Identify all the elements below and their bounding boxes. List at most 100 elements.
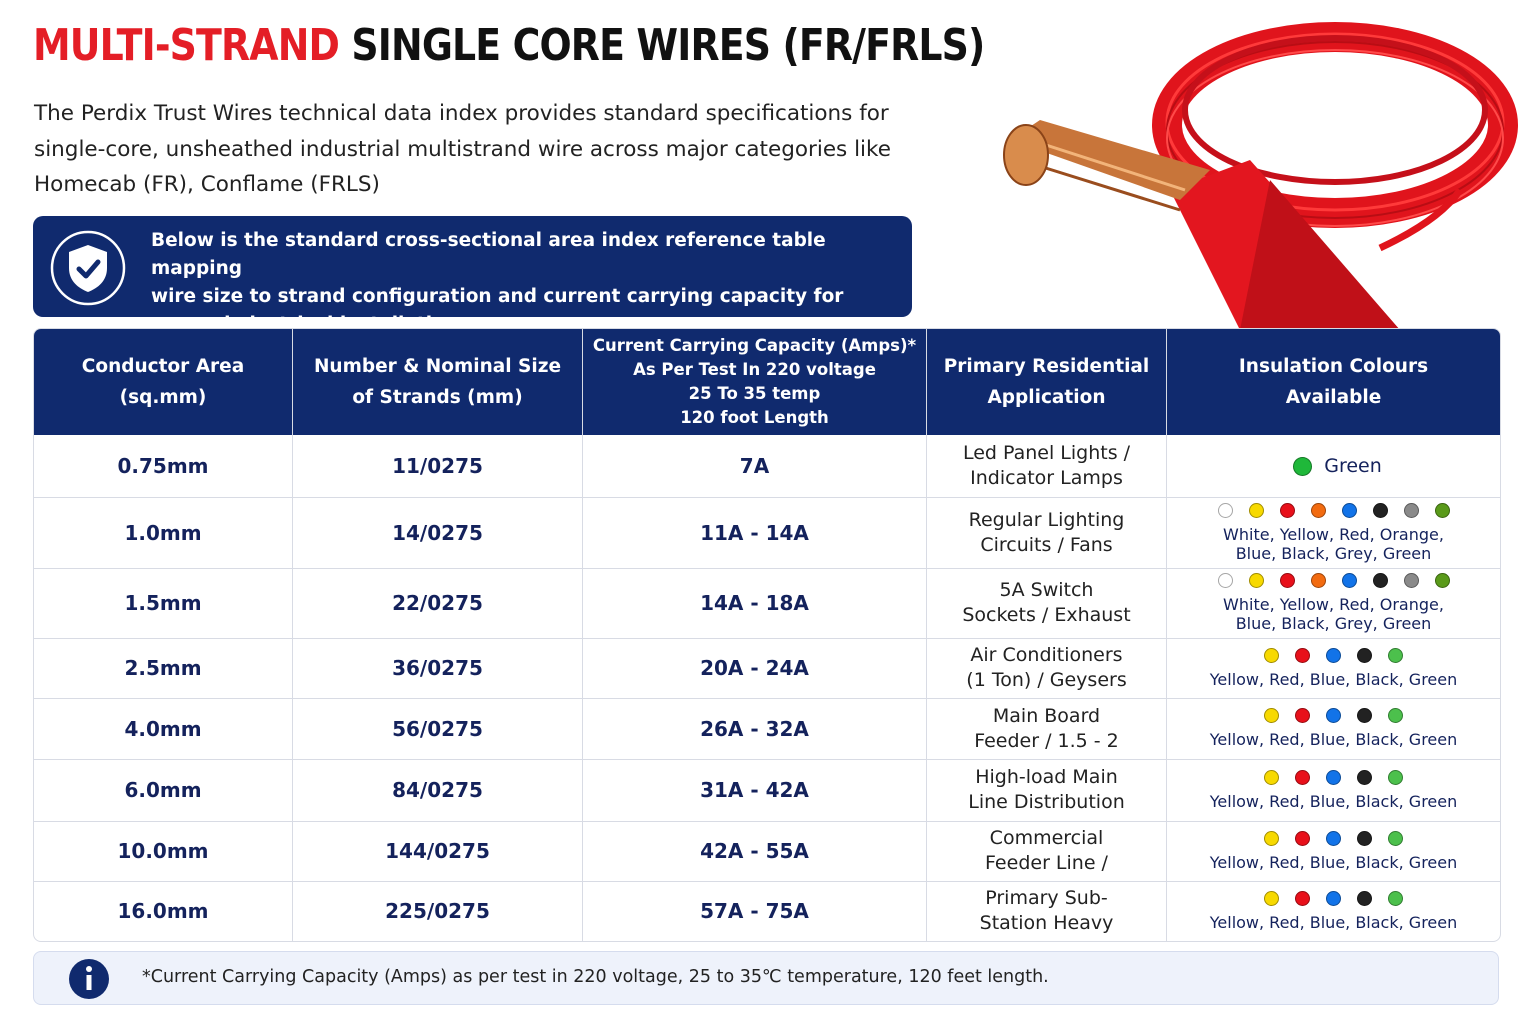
application-line: Air Conditioners — [970, 644, 1123, 666]
application-line: High-load Main — [975, 766, 1118, 788]
cell-current: 57A - 75A — [583, 881, 927, 941]
title: MULTI-STRAND SINGLE CORE WIRES (FR/FRLS) — [33, 20, 985, 71]
colour-line: Green — [1324, 454, 1382, 477]
cell-colours: Yellow, Red, Blue, Black, Green — [1167, 698, 1500, 759]
area: 16.0mm — [117, 899, 209, 923]
footnote: *Current Carrying Capacity (Amps) as per… — [142, 967, 1049, 987]
colour-swatch — [1388, 830, 1403, 846]
current: 26A - 32A — [700, 716, 809, 741]
colour-line: Blue, Black, Grey, Green — [1235, 543, 1432, 563]
colour-swatch — [1264, 708, 1279, 723]
cell-strands: 11/0275 — [293, 435, 583, 497]
application-line: Regular Lighting — [968, 508, 1125, 531]
strands: 84/0275 — [392, 778, 483, 802]
intro-line: Homecab (FR), Conflame (FRLS) — [34, 172, 380, 197]
colour-swatch — [1217, 573, 1233, 588]
title-accent: MULTI-STRAND — [33, 20, 340, 71]
cell-current: 26A - 32A — [583, 698, 927, 759]
colour-line: White, Yellow, Red, Orange, — [1223, 524, 1444, 544]
colour-swatch — [1403, 502, 1419, 518]
current: 31A - 42A — [700, 778, 809, 802]
current: 42A - 55A — [700, 839, 809, 863]
cell-application: High-load Main Line Distribution — [927, 759, 1167, 821]
application-line: Feeder Line / — [985, 852, 1108, 874]
cell-colours: Yellow, Red, Blue, Black, Green — [1167, 881, 1500, 941]
cell-colours: Yellow, Red, Blue, Black, Green — [1167, 759, 1500, 821]
colour-line: Yellow, Red, Blue, Black, Green — [1209, 912, 1458, 932]
application-line: Circuits / Fans — [980, 533, 1113, 556]
area: 10.0mm — [117, 839, 209, 863]
row-divider — [34, 759, 1500, 760]
area: 1.5mm — [124, 591, 202, 615]
row-divider — [34, 881, 1500, 882]
shield-icon — [50, 230, 126, 306]
header-line: Number & Nominal Size — [313, 356, 562, 377]
cell-strands: 144/0275 — [293, 821, 583, 881]
wire-illustration — [1003, 22, 1518, 330]
colour-swatch — [1388, 769, 1403, 785]
header-line: (sq.mm) — [119, 387, 207, 408]
cell-colours: Green — [1167, 435, 1500, 497]
colour-swatch — [1217, 502, 1233, 518]
strands: 22/0275 — [392, 591, 483, 615]
colour-swatch — [1295, 647, 1310, 663]
intro: The Perdix Trust Wires technical data in… — [34, 96, 891, 203]
header-line: 25 To 35 temp — [688, 384, 821, 403]
current: 20A - 24A — [700, 656, 809, 680]
colour-swatch — [1403, 573, 1419, 588]
colour-line: Yellow, Red, Blue, Black, Green — [1209, 852, 1458, 872]
cell-area: 4.0mm — [34, 698, 293, 759]
area: 0.75mm — [117, 454, 209, 478]
strands: 36/0275 — [392, 656, 483, 680]
swatch-row — [1256, 647, 1411, 667]
colour-swatch — [1357, 890, 1372, 906]
column-header: Current Carrying Capacity (Amps)* As Per … — [583, 329, 927, 435]
header-line: Available — [1285, 387, 1382, 408]
footnote-box: *Current Carrying Capacity (Amps) as per… — [33, 951, 1499, 1005]
column-header: Insulation Colours Available — [1167, 329, 1500, 435]
colour-swatch — [1372, 573, 1388, 588]
colour-swatch — [1341, 502, 1357, 518]
application-line: Sockets / Exhaust — [962, 604, 1131, 626]
colour-swatch — [1326, 647, 1341, 663]
cell-area: 2.5mm — [34, 638, 293, 698]
colour-swatch — [1388, 647, 1403, 663]
cell-colours: Yellow, Red, Blue, Black, Green — [1167, 821, 1500, 881]
header-line: of Strands (mm) — [352, 387, 523, 408]
callout-line: Below is the standard cross-sectional ar… — [151, 230, 826, 279]
header-line: 120 foot Length — [680, 408, 829, 427]
cell-strands: 14/0275 — [293, 497, 583, 568]
cell-area: 10.0mm — [34, 821, 293, 881]
column-header: Number & Nominal Size of Strands (mm) — [293, 329, 583, 435]
colour-swatch — [1372, 502, 1388, 518]
application-line: Led Panel Lights / — [962, 442, 1131, 464]
colour-swatch — [1434, 573, 1450, 588]
colour-swatch — [1357, 647, 1372, 663]
cell-area: 1.5mm — [34, 568, 293, 638]
swatch-row — [1256, 769, 1411, 789]
swatch-row — [1256, 708, 1411, 727]
area: 4.0mm — [124, 716, 202, 741]
header-line: As Per Test In 220 voltage — [633, 360, 876, 379]
application-line: Commercial — [989, 827, 1104, 849]
colour-swatch — [1264, 647, 1279, 663]
application-line: Main Board — [992, 704, 1101, 727]
swatch-row — [1256, 830, 1411, 850]
callout-text: Below is the standard cross-sectional ar… — [151, 227, 912, 339]
colour-swatch — [1326, 830, 1341, 846]
colour-swatch — [1295, 890, 1310, 906]
swatch-row: Green — [1285, 454, 1382, 477]
title-rest: SINGLE CORE WIRES (FR/FRLS) — [351, 20, 985, 71]
colour-swatch — [1295, 708, 1310, 723]
colour-swatch — [1388, 890, 1403, 906]
colour-line: White, Yellow, Red, Orange, — [1223, 595, 1444, 614]
area: 2.5mm — [124, 656, 202, 680]
colour-swatch — [1357, 769, 1372, 785]
colour-swatch — [1326, 890, 1341, 906]
intro-line: The Perdix Trust Wires technical data in… — [34, 101, 889, 126]
colour-line: Yellow, Red, Blue, Black, Green — [1209, 669, 1458, 689]
cell-current: 14A - 18A — [583, 568, 927, 638]
cell-current: 42A - 55A — [583, 821, 927, 881]
cell-colours: White, Yellow, Red, Orange, Blue, Black, … — [1167, 568, 1500, 638]
